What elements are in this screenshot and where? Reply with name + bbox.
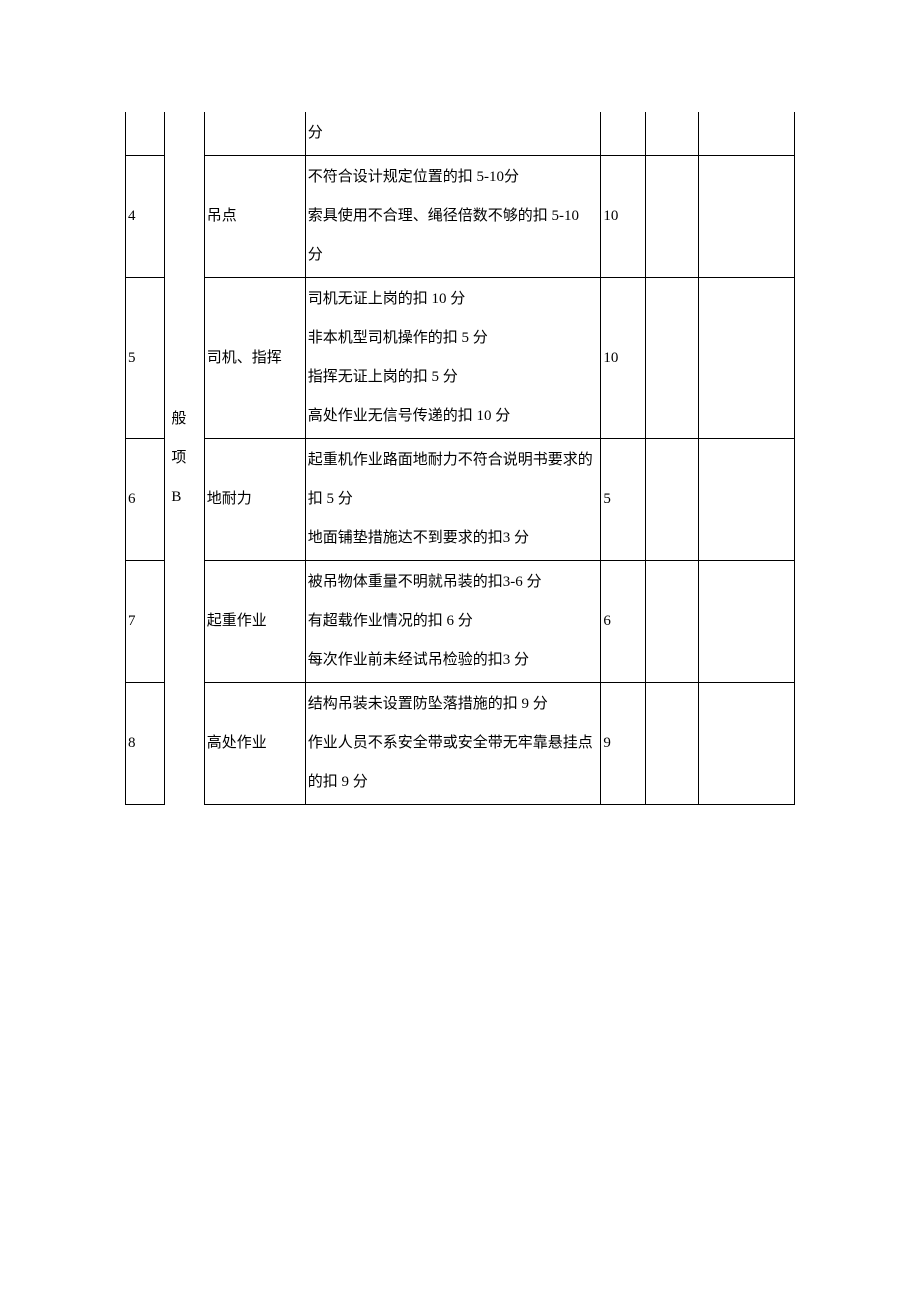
cell-blank2-7 [699, 561, 795, 683]
cell-score-5: 10 [601, 278, 646, 439]
cell-desc-6: 起重机作业路面地耐力不符合说明书要求的扣 5 分地面铺垫措施达不到要求的扣3 分 [305, 439, 601, 561]
cell-blank2-8 [699, 683, 795, 805]
cell-category: 般 项 B [165, 112, 204, 805]
cell-blank2-4 [699, 156, 795, 278]
cell-score-8: 9 [601, 683, 646, 805]
category-line-2: 项 [171, 450, 186, 466]
cell-blank1-4 [646, 156, 699, 278]
cell-item-4: 吊点 [204, 156, 305, 278]
cell-desc-4: 不符合设计规定位置的扣 5-10分索具使用不合理、绳径倍数不够的扣 5-10 分 [305, 156, 601, 278]
cell-blank2-6 [699, 439, 795, 561]
cell-blank1-5 [646, 278, 699, 439]
cell-score-4: 10 [601, 156, 646, 278]
cell-num-4: 4 [126, 156, 165, 278]
table-row: 8 高处作业 结构吊装未设置防坠落措施的扣 9 分作业人员不系安全带或安全带无牢… [126, 683, 795, 805]
cell-blank1-partial [646, 112, 699, 156]
cell-item-8: 高处作业 [204, 683, 305, 805]
table-row: 7 起重作业 被吊物体重量不明就吊装的扣3-6 分有超载作业情况的扣 6 分每次… [126, 561, 795, 683]
table-row-partial: 般 项 B 分 [126, 112, 795, 156]
cell-score-7: 6 [601, 561, 646, 683]
assessment-table: 般 项 B 分 4 吊点 不符合设计规定位置的扣 5-10分索具使用不合理、绳径… [125, 112, 795, 805]
cell-item-5: 司机、指挥 [204, 278, 305, 439]
cell-item-6: 地耐力 [204, 439, 305, 561]
cell-score-partial [601, 112, 646, 156]
cell-num-6: 6 [126, 439, 165, 561]
cell-num-partial [126, 112, 165, 156]
table-row: 6 地耐力 起重机作业路面地耐力不符合说明书要求的扣 5 分地面铺垫措施达不到要… [126, 439, 795, 561]
cell-blank1-8 [646, 683, 699, 805]
category-line-3: B [171, 489, 181, 505]
cell-blank1-6 [646, 439, 699, 561]
cell-blank1-7 [646, 561, 699, 683]
cell-num-7: 7 [126, 561, 165, 683]
cell-item-partial [204, 112, 305, 156]
cell-item-7: 起重作业 [204, 561, 305, 683]
cell-score-6: 5 [601, 439, 646, 561]
cell-blank2-partial [699, 112, 795, 156]
cell-desc-partial: 分 [305, 112, 601, 156]
cell-num-5: 5 [126, 278, 165, 439]
cell-num-8: 8 [126, 683, 165, 805]
table-row: 4 吊点 不符合设计规定位置的扣 5-10分索具使用不合理、绳径倍数不够的扣 5… [126, 156, 795, 278]
cell-blank2-5 [699, 278, 795, 439]
cell-desc-8: 结构吊装未设置防坠落措施的扣 9 分作业人员不系安全带或安全带无牢靠悬挂点的扣 … [305, 683, 601, 805]
category-line-1: 般 [171, 411, 186, 427]
cell-desc-7: 被吊物体重量不明就吊装的扣3-6 分有超载作业情况的扣 6 分每次作业前未经试吊… [305, 561, 601, 683]
table-row: 5 司机、指挥 司机无证上岗的扣 10 分非本机型司机操作的扣 5 分指挥无证上… [126, 278, 795, 439]
cell-desc-5: 司机无证上岗的扣 10 分非本机型司机操作的扣 5 分指挥无证上岗的扣 5 分高… [305, 278, 601, 439]
